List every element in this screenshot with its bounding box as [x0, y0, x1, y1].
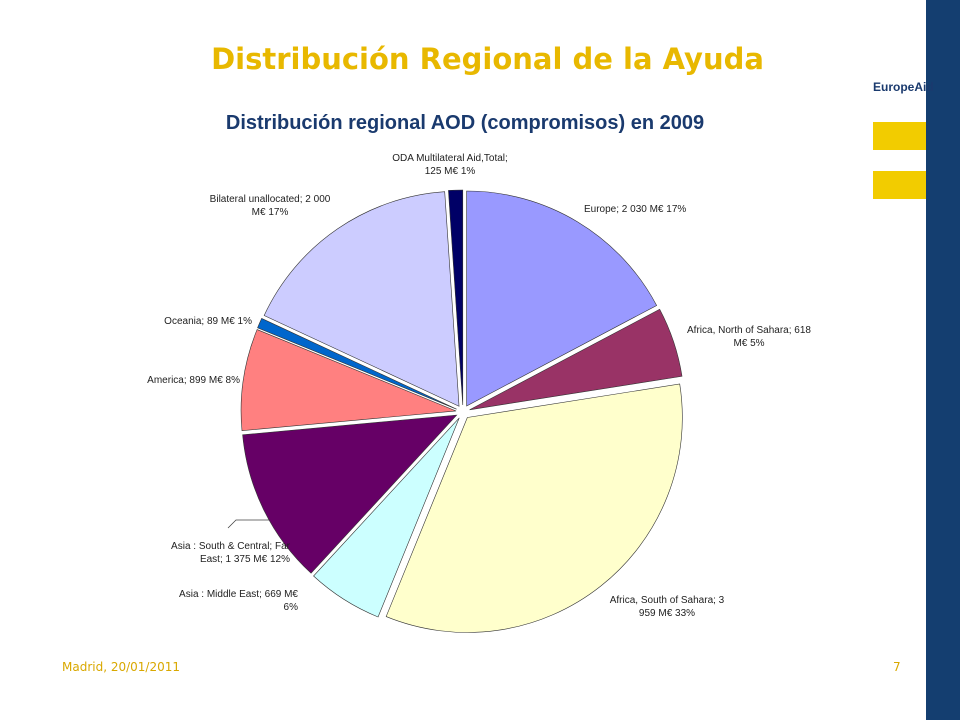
slice-label: Africa, North of Sahara; 618 M€ 5% [687, 325, 811, 349]
slice-label: Europe; 2 030 M€ 17% [584, 204, 687, 215]
chart [227, 189, 683, 633]
pie-slice [257, 318, 457, 410]
pie-slice [466, 190, 658, 407]
brand-block [873, 122, 926, 150]
chart-title: Distribución regional AOD (compromisos) … [225, 112, 705, 134]
footer-date: Madrid, 20/01/2011 [62, 660, 181, 674]
pie-slice [240, 329, 457, 432]
pie-slice [313, 417, 460, 618]
brand-block [873, 171, 926, 199]
slice-label: Oceania; 89 M€ 1% [164, 316, 252, 327]
slice-label: Asia : South & Central; Far East; 1 375 … [171, 541, 290, 565]
pie-slice [385, 383, 683, 633]
page-number: 7 [893, 660, 901, 674]
slice-label: Asia : Middle East; 669 M€ 6% [179, 589, 298, 613]
slice-label: ODA Multilateral Aid,Total; 125 M€ 1% [392, 153, 508, 177]
slice-label: Bilateral unallocated; 2 000 M€ 17% [209, 194, 331, 218]
brand: EuropeAid [873, 80, 934, 94]
slice-label: Africa, South of Sahara; 3 959 M€ 33% [609, 595, 725, 619]
pie-slice [242, 414, 458, 574]
side-band [926, 0, 960, 720]
slice-label: America; 899 M€ 8% [147, 375, 240, 386]
pie-slice [469, 308, 683, 411]
slide-title: Distribución Regional de la Ayuda [211, 42, 764, 76]
pie-slice [263, 191, 460, 407]
pie-slice [448, 189, 464, 406]
